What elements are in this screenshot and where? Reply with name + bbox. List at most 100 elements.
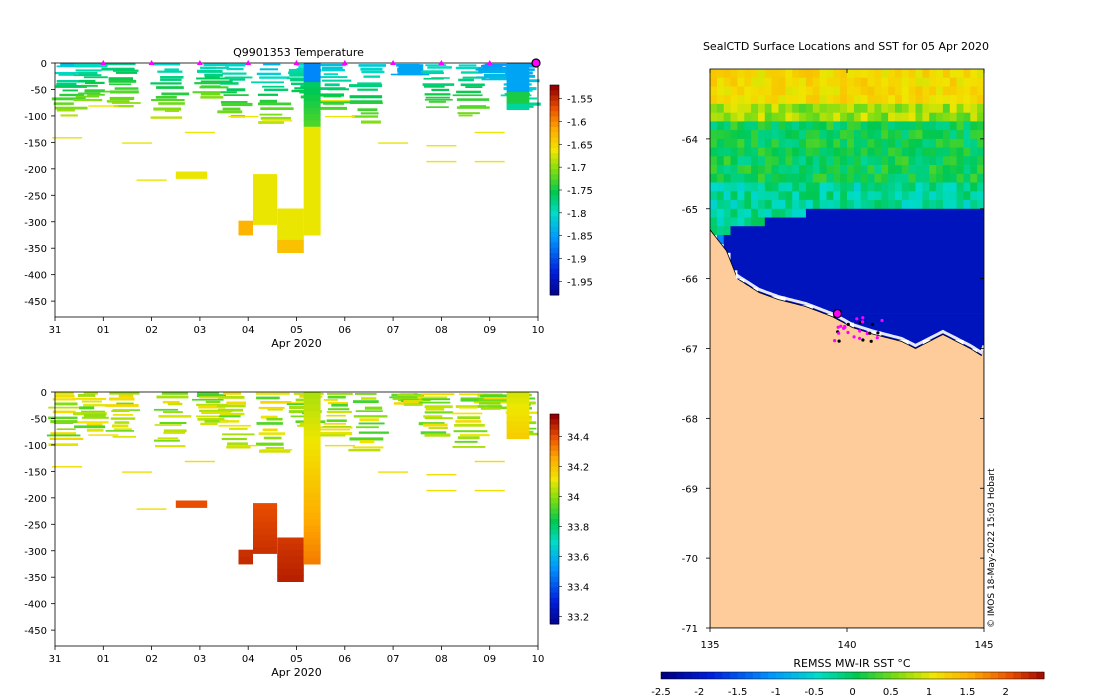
colorbar-segment (550, 597, 559, 604)
colorbar-segment (1005, 672, 1014, 679)
seal-location (836, 325, 840, 329)
y-tick-label: -50 (31, 414, 47, 425)
colorbar-segment (683, 672, 693, 679)
sst-cell (929, 138, 937, 148)
sst-cell (758, 208, 766, 218)
colorbar-segment (550, 279, 559, 285)
sst-cell (929, 182, 937, 192)
sst-cell (901, 147, 910, 157)
data-line (58, 73, 76, 76)
sst-cell (895, 331, 903, 341)
sst-cell (758, 95, 766, 105)
data-line (75, 64, 108, 68)
sst-cell (778, 217, 786, 227)
sst-cell (895, 86, 903, 96)
seal-location (875, 336, 879, 340)
data-block (506, 432, 530, 440)
sst-cell (799, 77, 807, 87)
data-line (150, 116, 183, 119)
sst-cell (785, 252, 793, 262)
sst-cell (737, 173, 745, 183)
sst-cell (744, 95, 752, 105)
sst-cell (771, 138, 779, 148)
sst-cell (874, 243, 882, 253)
y-tick-label: -68 (682, 414, 698, 425)
sst-cell (936, 235, 944, 245)
sst-cell (942, 103, 951, 113)
x-tick-label: 06 (338, 325, 351, 336)
sst-cell (881, 147, 889, 157)
sst-cell (716, 147, 725, 157)
seal-location (868, 331, 872, 335)
data-line (256, 442, 284, 446)
sst-cell (758, 147, 766, 157)
sst-cell (970, 130, 978, 140)
sst-cell (805, 200, 814, 210)
data-line (424, 433, 451, 437)
sst-cell (764, 121, 773, 131)
data-line (158, 415, 192, 418)
sst-cell (751, 138, 759, 148)
sst-cell (826, 112, 834, 122)
sst-cell (867, 86, 875, 96)
sst-cell (922, 226, 930, 236)
data-line (83, 413, 106, 417)
colorbar-tick-label: -1.9 (567, 254, 587, 265)
sst-cell (785, 217, 793, 227)
sst-cell (805, 138, 814, 148)
colorbar-tick-label: 34.4 (567, 433, 589, 444)
data-line (52, 398, 76, 401)
data-block (303, 114, 321, 121)
sst-cell (977, 86, 984, 96)
colorbar-segment (867, 672, 876, 679)
data-line (259, 449, 291, 453)
sst-cell (895, 156, 903, 166)
data-line (228, 115, 259, 118)
seal-location (855, 317, 859, 321)
sst-cell (874, 182, 882, 192)
sst-cell (956, 147, 964, 157)
sst-cell (895, 77, 903, 87)
data-line (81, 84, 98, 87)
data-line (425, 96, 450, 99)
data-line (101, 67, 135, 71)
data-line (428, 100, 446, 103)
x-tick-label: 04 (242, 654, 255, 665)
data-block (303, 94, 321, 102)
data-line (157, 70, 183, 73)
data-line (481, 65, 503, 68)
sst-cell (799, 287, 807, 297)
sst-cell (799, 86, 807, 96)
data-line (54, 402, 78, 406)
sst-cell (956, 138, 964, 148)
sst-cell (922, 86, 930, 96)
sst-cell (764, 217, 773, 227)
data-line (218, 415, 241, 418)
sst-cell (716, 138, 725, 148)
sst-cell (826, 191, 834, 201)
data-block (506, 421, 530, 428)
sst-cell (799, 121, 807, 131)
sst-cell (949, 130, 958, 140)
sst-cell (764, 147, 773, 157)
sst-cell (956, 226, 964, 236)
data-line (455, 66, 482, 70)
data-block (506, 97, 530, 105)
x-tick-label: 05 (290, 654, 303, 665)
sst-cell (874, 165, 882, 175)
data-block (506, 103, 530, 111)
sst-cell (792, 103, 800, 113)
sst-cell (956, 287, 964, 297)
sst-cell (840, 77, 848, 87)
sst-cell (737, 138, 745, 148)
sst-cell (888, 147, 896, 157)
sst-cell (758, 278, 766, 288)
sst-cell (716, 130, 725, 140)
data-block (303, 196, 321, 204)
sst-cell (799, 69, 807, 79)
colorbar-segment (921, 672, 930, 679)
data-line (256, 72, 281, 75)
sst-cell (758, 191, 766, 201)
data-line (221, 437, 247, 441)
data-line (62, 89, 78, 92)
